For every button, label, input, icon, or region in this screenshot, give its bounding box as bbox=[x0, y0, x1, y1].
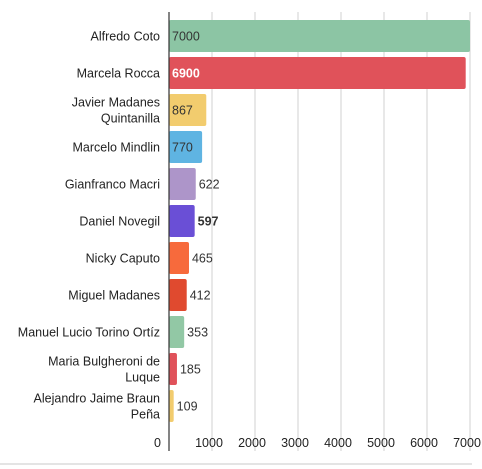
category-label: Marcelo Mindlin bbox=[72, 141, 160, 155]
category-label: Alfredo Coto bbox=[91, 30, 161, 44]
x-tick-label: 2000 bbox=[238, 436, 266, 450]
x-tick-label: 5000 bbox=[367, 436, 395, 450]
value-label: 353 bbox=[187, 326, 208, 340]
bar bbox=[169, 279, 187, 311]
bar bbox=[169, 353, 177, 385]
value-label: 597 bbox=[198, 215, 219, 229]
value-label: 6900 bbox=[172, 67, 200, 81]
value-label: 622 bbox=[199, 178, 220, 192]
value-label: 7000 bbox=[172, 30, 200, 44]
bar bbox=[169, 316, 185, 348]
category-label: Daniel Novegil bbox=[79, 215, 160, 229]
value-label: 770 bbox=[172, 141, 193, 155]
x-tick-label: 7000 bbox=[453, 436, 481, 450]
value-label: 465 bbox=[192, 252, 213, 266]
x-tick-label: 6000 bbox=[410, 436, 438, 450]
category-label: Maria Bulgheroni de Luque bbox=[48, 355, 160, 385]
bar bbox=[169, 94, 207, 126]
category-labels: Alfredo Coto Marcela Rocca Javier Madanes Q… bbox=[18, 30, 160, 422]
category-label: Javier Madanes Quintanilla bbox=[72, 96, 160, 126]
value-labels: 7000 6900 867 770 622 597 465 412 353 185 109 bbox=[172, 30, 220, 414]
bar bbox=[169, 131, 203, 163]
bar bbox=[169, 242, 189, 274]
category-label: Miguel Madanes bbox=[68, 289, 160, 303]
bars bbox=[169, 20, 470, 422]
x-tick-label: 3000 bbox=[281, 436, 309, 450]
value-label: 109 bbox=[177, 400, 198, 414]
bar bbox=[169, 20, 470, 52]
bar bbox=[169, 168, 196, 200]
category-label: Manuel Lucio Torino Ortíz bbox=[18, 326, 160, 340]
category-label: Alejandro Jaime Braun Peña bbox=[34, 392, 161, 422]
value-label: 185 bbox=[180, 363, 201, 377]
x-tick-label: 4000 bbox=[324, 436, 352, 450]
value-label: 412 bbox=[190, 289, 211, 303]
bar bbox=[169, 390, 174, 422]
category-label: Gianfranco Macri bbox=[65, 178, 160, 192]
x-tick-label: 0 bbox=[154, 436, 161, 450]
bar bbox=[169, 57, 466, 89]
value-label: 867 bbox=[172, 104, 193, 118]
tick-labels: 0 1000 2000 3000 4000 5000 6000 7000 bbox=[154, 436, 481, 450]
category-label: Marcela Rocca bbox=[77, 67, 160, 81]
category-label: Nicky Caputo bbox=[86, 252, 160, 266]
bar bbox=[169, 205, 195, 237]
axes bbox=[0, 12, 472, 465]
x-tick-label: 1000 bbox=[195, 436, 223, 450]
